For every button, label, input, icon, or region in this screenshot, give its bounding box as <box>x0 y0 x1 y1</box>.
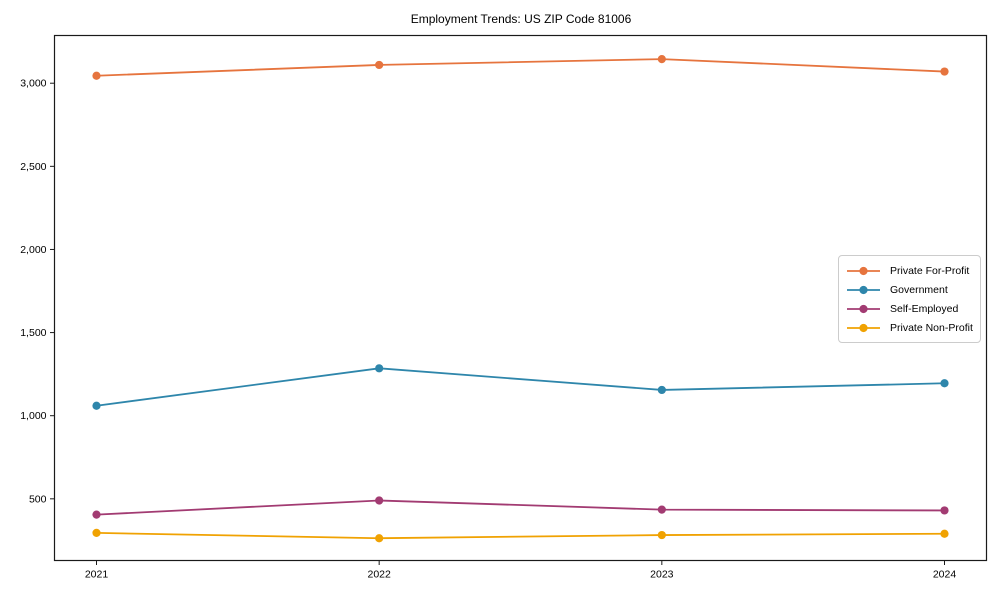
data-point-government-2024 <box>940 379 949 388</box>
y-tick-label: 500 <box>29 493 47 505</box>
data-point-private-non-profit-2022 <box>375 534 384 543</box>
x-tick-label: 2021 <box>85 569 109 581</box>
legend-marker-icon <box>847 324 880 333</box>
legend-item-private-non-profit: Private Non-Profit <box>846 319 973 338</box>
data-point-government-2022 <box>375 364 384 373</box>
series-line-private-for-profit <box>96 58 945 77</box>
data-point-government-2023 <box>657 385 666 395</box>
legend-dot <box>859 285 868 294</box>
legend-marker-icon <box>847 285 880 294</box>
data-point-self-employed-2022 <box>375 496 384 505</box>
legend-label: Government <box>890 283 948 296</box>
data-point-private-non-profit-2023 <box>657 530 666 540</box>
y-tick-label: 2,500 <box>20 161 46 173</box>
legend-dot <box>859 305 868 314</box>
data-point-self-employed-2023 <box>657 505 666 514</box>
legend-marker-icon <box>847 305 880 314</box>
axes-border <box>53 34 988 562</box>
data-point-private-non-profit-2024 <box>940 529 949 538</box>
data-point-private-for-profit-2024 <box>940 67 949 76</box>
x-tick-label: 2024 <box>933 569 957 581</box>
legend: Private For-Profit Government Self-Employe… <box>838 255 981 343</box>
data-point-private-for-profit-2023 <box>657 55 666 64</box>
data-point-government-2021 <box>92 401 101 410</box>
legend-label: Private Non-Profit <box>890 322 973 335</box>
data-point-self-employed-2021 <box>92 510 101 519</box>
legend-item-government: Government <box>846 280 973 299</box>
data-point-private-for-profit-2021 <box>92 71 101 80</box>
y-tick-label: 1,000 <box>20 410 46 422</box>
legend-label: Self-Employed <box>890 303 959 316</box>
chart-title: Employment Trends: US ZIP Code 81006 <box>410 12 632 26</box>
legend-item-private-for-profit: Private For-Profit <box>846 261 973 280</box>
legend-dot <box>859 266 868 275</box>
y-tick-label: 2,000 <box>20 244 46 256</box>
legend-marker-icon <box>847 266 880 275</box>
series-line-self-employed <box>96 499 945 516</box>
series-line-private-non-profit <box>96 532 945 540</box>
data-point-self-employed-2024 <box>940 506 949 515</box>
x-tick-label: 2022 <box>367 569 391 581</box>
y-tick-label: 3,000 <box>20 78 46 90</box>
x-tick-label: 2023 <box>650 569 674 581</box>
y-tick-label: 1,500 <box>20 327 46 339</box>
data-point-private-non-profit-2021 <box>92 528 101 538</box>
legend-dot <box>859 324 868 333</box>
legend-label: Private For-Profit <box>890 264 970 277</box>
legend-item-self-employed: Self-Employed <box>846 300 973 319</box>
data-point-private-for-profit-2022 <box>375 60 384 70</box>
series-line-government <box>96 367 945 407</box>
